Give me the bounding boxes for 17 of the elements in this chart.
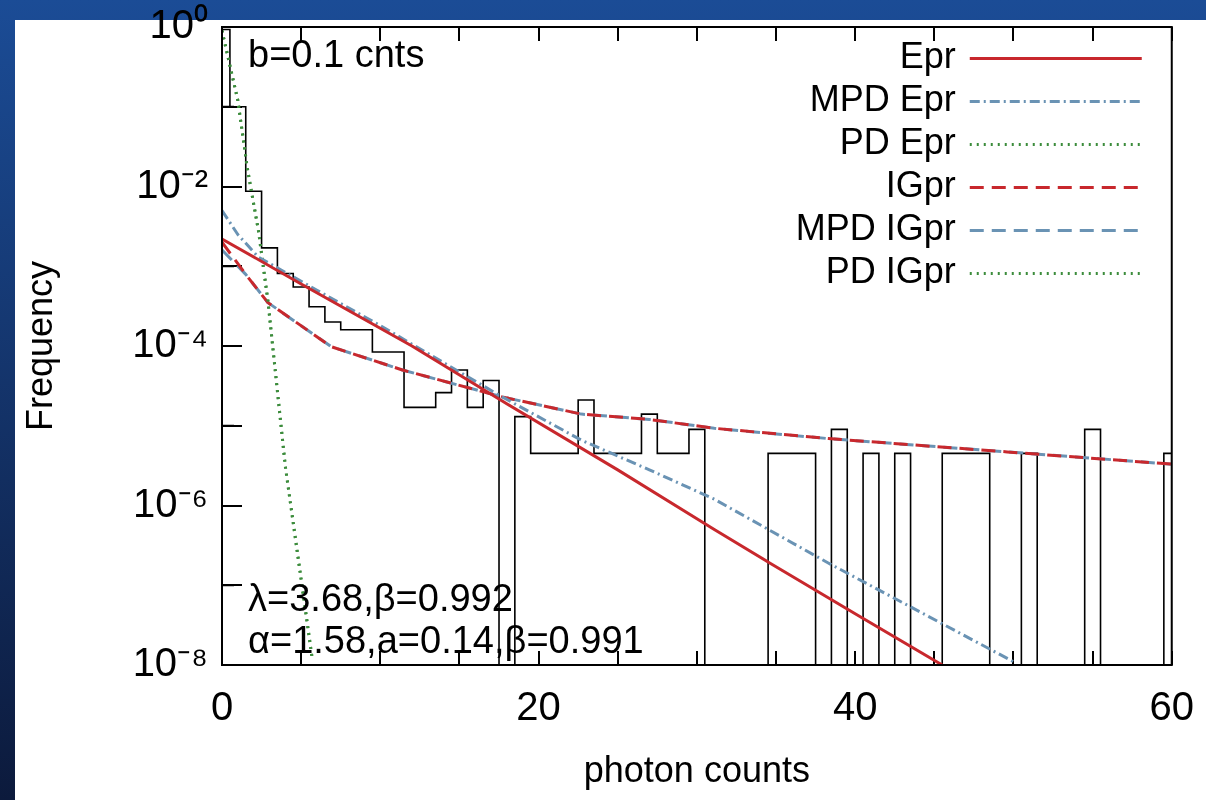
annotation: b=0.1 cnts <box>248 33 425 75</box>
x-tick-label: 40 <box>832 684 878 729</box>
legend-label: MPD Epr <box>809 78 956 120</box>
y-tick-label: 10⁻⁶ <box>133 480 208 525</box>
y-axis-title: Frequency <box>18 260 60 432</box>
y-tick-label: 10⁻⁴ <box>132 321 208 366</box>
x-tick-label: 60 <box>1149 684 1194 729</box>
legend-label: PD IGpr <box>825 250 956 292</box>
y-tick-label: 10⁻² <box>136 161 208 206</box>
x-axis-title: photon counts <box>583 749 810 791</box>
legend-label: MPD IGpr <box>795 207 956 249</box>
legend-label: IGpr <box>885 164 956 206</box>
x-tick-label: 0 <box>210 684 234 729</box>
y-tick-label: 10⁻⁸ <box>132 640 208 685</box>
legend-label: PD Epr <box>839 121 956 163</box>
x-tick-label: 20 <box>516 684 561 729</box>
legend-label: Epr <box>899 35 956 77</box>
